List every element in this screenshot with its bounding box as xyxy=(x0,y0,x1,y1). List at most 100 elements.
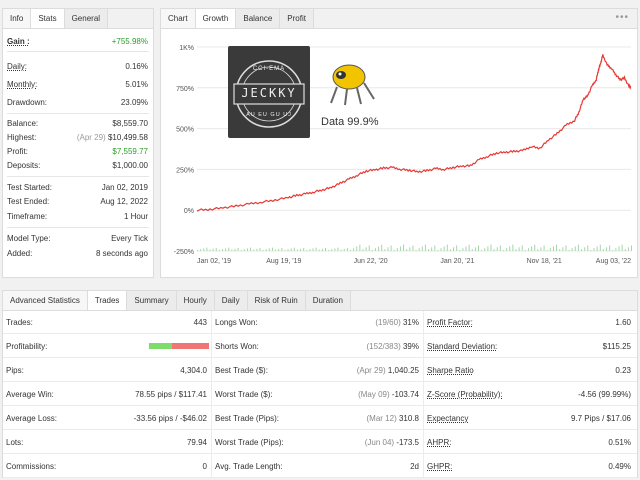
stat-value: (Mar 12) 310.8 xyxy=(367,407,420,430)
stat-label: Worst Trade (Pips): xyxy=(215,438,284,447)
more-dots-icon[interactable]: ••• xyxy=(615,12,629,23)
added-label: Added: xyxy=(7,249,33,258)
volume-bar xyxy=(571,248,573,251)
volume-bar xyxy=(481,250,483,251)
volume-bar xyxy=(596,246,598,251)
tab-risk-of-ruin[interactable]: Risk of Ruin xyxy=(247,291,306,310)
volume-bar xyxy=(599,244,601,251)
logo-bottom-text: AU EU GU UJ xyxy=(246,112,292,118)
highest-row: Highest: (Apr 29) $10,499.58 xyxy=(7,133,148,142)
monthly-row: Monthly: 5.01% xyxy=(7,80,148,89)
volume-bar xyxy=(502,250,504,251)
stat-value: 9.7 Pips / $17.06 xyxy=(570,414,631,423)
stat-value: (152/383) 39% xyxy=(367,335,420,358)
stat-label[interactable]: Z-Score (Probability): xyxy=(427,390,503,399)
volume-bar xyxy=(581,249,583,251)
volume-bar xyxy=(428,249,430,251)
stat-value: 79.94 xyxy=(186,438,207,447)
stat-label[interactable]: GHPR: xyxy=(427,462,453,471)
volume-bar xyxy=(231,249,233,251)
table-row: Trades: 443 Longs Won: (19/60) 31% Profit Fa… xyxy=(3,311,637,334)
table-row: Pips: 4,304.0 Best Trade ($): (Apr 29) 1,04… xyxy=(3,359,637,382)
volume-bar xyxy=(515,249,517,251)
tab-trades[interactable]: Trades xyxy=(87,291,128,310)
volume-bar xyxy=(246,248,248,251)
tab-info[interactable]: Info xyxy=(3,9,32,28)
balance-label: Balance: xyxy=(7,119,39,128)
stat-label: Profitability: xyxy=(6,342,48,351)
volume-bar xyxy=(250,247,252,251)
tab-growth[interactable]: Growth xyxy=(195,9,237,28)
volume-bar xyxy=(200,249,202,251)
volume-bar xyxy=(368,245,370,251)
stat-label[interactable]: Sharpe Ratio xyxy=(427,366,474,375)
gain-label[interactable]: Gain : xyxy=(7,37,30,46)
volume-bar xyxy=(271,247,273,251)
stat-sub: (Apr 29) xyxy=(356,366,386,375)
stat-label: Trades: xyxy=(6,318,33,327)
logo-emblem xyxy=(233,60,305,128)
profit-row: Profit: $7,559.77 xyxy=(7,147,148,156)
balance-row: Balance: $8,559.70 xyxy=(7,119,148,128)
stat-label[interactable]: Expectancy xyxy=(427,414,469,423)
volume-bar xyxy=(618,246,620,251)
tab-hourly[interactable]: Hourly xyxy=(176,291,215,310)
volume-bar xyxy=(331,249,333,251)
volume-bar xyxy=(374,248,376,251)
volume-bar xyxy=(378,246,380,251)
volume-bar xyxy=(225,248,227,251)
stat-value: -4.56 (99.99%) xyxy=(578,390,631,399)
volume-bar xyxy=(309,249,311,251)
volume-bar xyxy=(340,249,342,251)
data-quality-label: Data 99.9% xyxy=(321,116,379,128)
model-row: Model Type: Every Tick xyxy=(7,234,148,243)
volume-bar xyxy=(431,247,433,251)
volume-bar xyxy=(353,248,355,251)
test-started-row: Test Started: Jan 02, 2019 xyxy=(7,183,148,192)
tab-stats[interactable]: Stats xyxy=(31,9,65,28)
volume-bar xyxy=(356,246,358,251)
volume-bar xyxy=(462,248,464,251)
stat-sub: (Mar 12) xyxy=(366,414,397,423)
tab-advanced-statistics[interactable]: Advanced Statistics xyxy=(3,291,88,310)
tab-daily[interactable]: Daily xyxy=(214,291,248,310)
robot-mascot-icon xyxy=(330,64,375,106)
stat-value-text: -173.5 xyxy=(396,438,419,447)
deposits-value: $1,000.00 xyxy=(112,161,148,170)
tab-summary[interactable]: Summary xyxy=(127,291,177,310)
tab-chart[interactable]: Chart xyxy=(161,9,196,28)
stat-label[interactable]: Profit Factor: xyxy=(427,318,473,327)
chart-panel: Chart Growth Balance Profit ••• 1K% 750% 5… xyxy=(160,8,638,278)
daily-label[interactable]: Daily: xyxy=(7,62,28,71)
volume-bar xyxy=(312,248,314,251)
tab-balance[interactable]: Balance xyxy=(236,9,281,28)
x-tick-label: Jan 20, '21 xyxy=(440,258,474,265)
gain-row: Gain : +755.98% xyxy=(7,37,148,46)
y-tick-label: 250% xyxy=(176,167,194,174)
tab-duration[interactable]: Duration xyxy=(305,291,351,310)
stat-sub: (Jun 04) xyxy=(364,438,395,447)
volume-bar xyxy=(221,249,223,251)
tab-general[interactable]: General xyxy=(64,9,109,28)
stat-label[interactable]: Standard Deviation: xyxy=(427,342,498,351)
drawdown-label: Drawdown: xyxy=(7,98,48,107)
monthly-value: 5.01% xyxy=(125,80,148,89)
stat-value: 4,304.0 xyxy=(180,366,207,375)
volume-bar xyxy=(415,250,417,251)
volume-bar xyxy=(524,250,526,251)
volume-bar xyxy=(459,250,461,251)
volume-bar xyxy=(546,250,548,251)
stat-value: 1.60 xyxy=(615,318,631,327)
added-value: 8 seconds ago xyxy=(95,249,148,258)
tab-profit[interactable]: Profit xyxy=(280,9,314,28)
stat-label[interactable]: AHPR: xyxy=(427,438,452,447)
volume-bar xyxy=(543,245,545,251)
stat-label: Lots: xyxy=(6,438,24,447)
table-row: Average Loss: -33.56 pips / -$46.02 Best T… xyxy=(3,407,637,430)
x-axis: Jan 02, '19 Aug 19, '19 Jun 22, '20 Jan 20,… xyxy=(197,258,631,265)
volume-bar xyxy=(565,245,567,251)
monthly-label[interactable]: Monthly: xyxy=(7,80,38,89)
chart-tabs: Chart Growth Balance Profit xyxy=(161,9,637,29)
volume-bar xyxy=(559,249,561,251)
stat-label: Worst Trade ($): xyxy=(215,390,273,399)
